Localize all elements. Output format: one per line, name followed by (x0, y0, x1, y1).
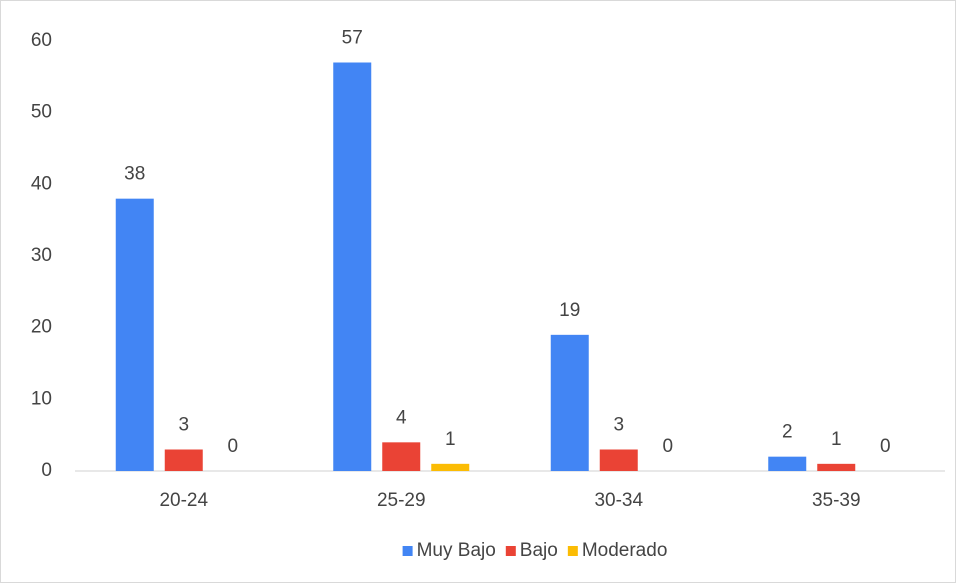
y-tick-label: 20 (31, 317, 52, 338)
legend-label: Bajo (520, 540, 558, 561)
x-tick-label: 35-39 (812, 490, 861, 511)
data-label: 1 (445, 429, 456, 450)
data-label: 0 (880, 436, 891, 457)
legend-swatch (567, 546, 578, 556)
bar (431, 463, 470, 471)
x-tick-label: 20-24 (159, 490, 208, 511)
y-tick-label: 0 (41, 460, 52, 481)
data-label: 3 (613, 415, 624, 436)
legend-swatch (505, 546, 516, 556)
x-tick-label: 25-29 (377, 490, 426, 511)
data-label: 19 (559, 300, 580, 321)
legend-swatch (402, 546, 413, 556)
data-label: 3 (178, 415, 189, 436)
x-tick-label: 30-34 (594, 490, 643, 511)
bar (550, 334, 589, 471)
bar (817, 463, 856, 471)
bar (164, 449, 203, 471)
data-label: 38 (124, 164, 145, 185)
y-tick-label: 10 (31, 388, 52, 409)
data-label: 0 (227, 436, 238, 457)
bar (115, 198, 154, 471)
legend-label: Moderado (582, 540, 668, 561)
data-label: 1 (831, 429, 842, 450)
y-tick-label: 60 (31, 30, 52, 51)
bar (768, 456, 807, 471)
y-tick-label: 40 (31, 173, 52, 194)
data-label: 2 (782, 422, 793, 443)
bar (599, 449, 638, 471)
data-label: 57 (342, 28, 363, 49)
bar (333, 62, 372, 471)
y-tick-label: 50 (31, 102, 52, 123)
y-tick-label: 30 (31, 245, 52, 266)
data-label: 0 (662, 436, 673, 457)
data-label: 4 (396, 407, 407, 428)
bar (382, 442, 421, 471)
legend-label: Muy Bajo (417, 540, 496, 561)
